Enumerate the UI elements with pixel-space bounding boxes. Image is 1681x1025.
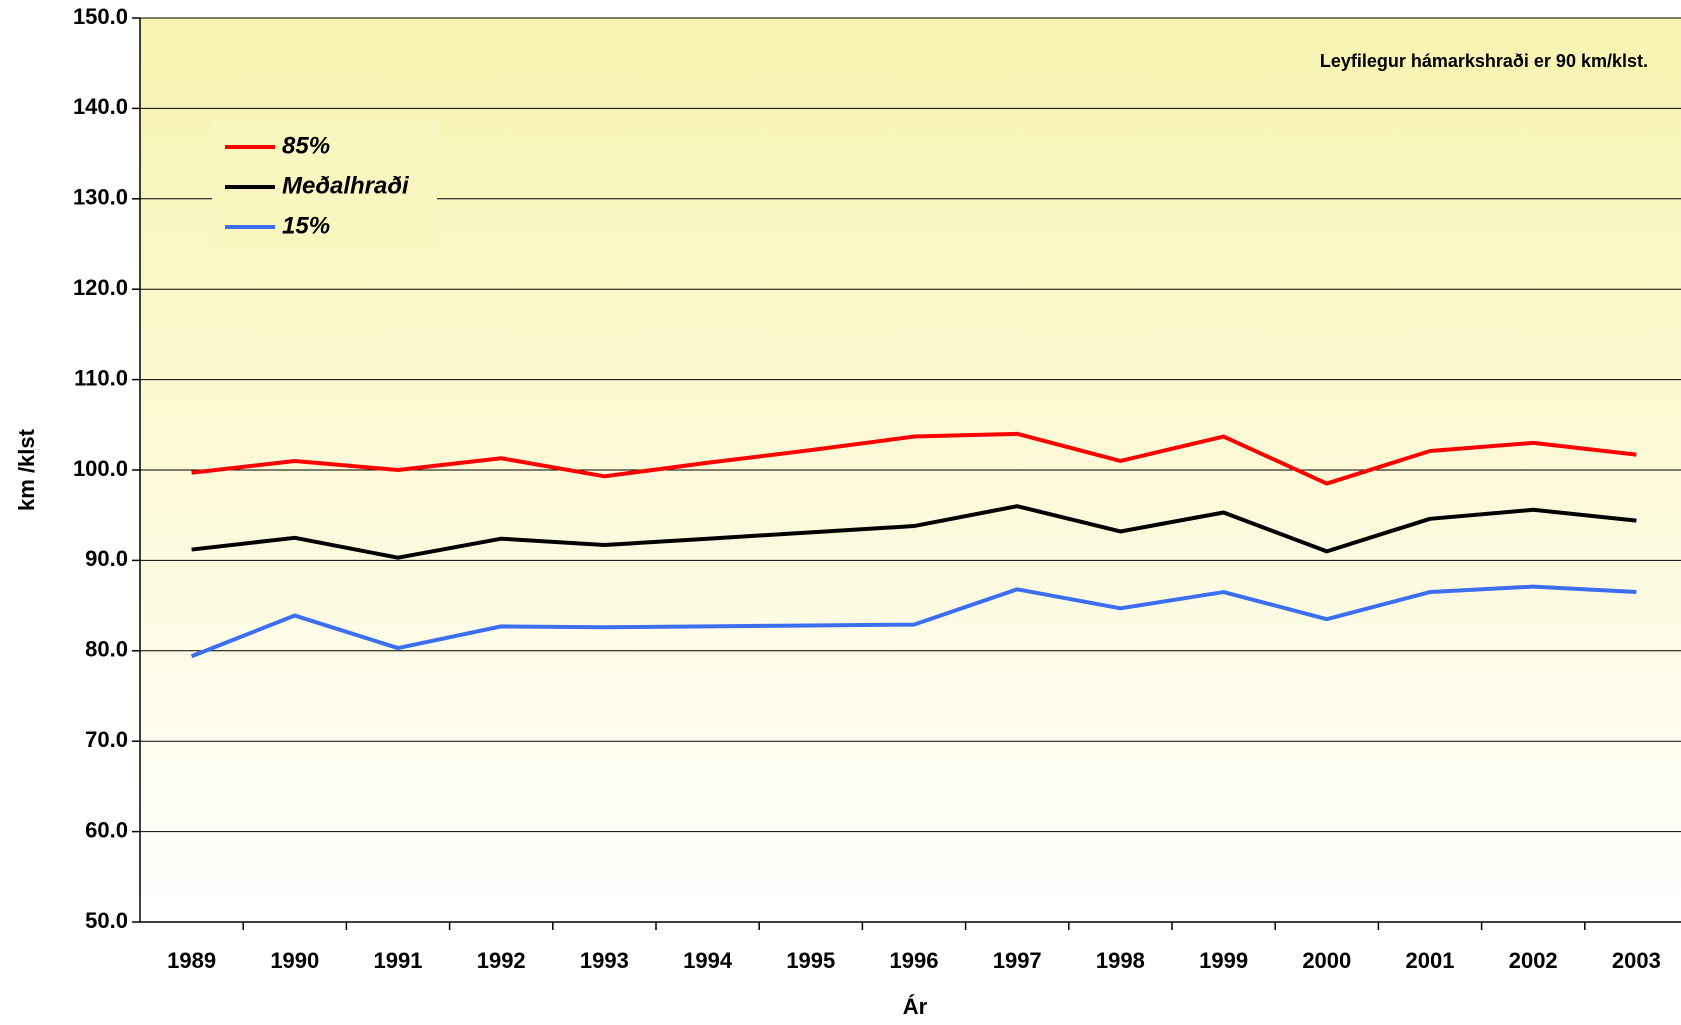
x-tick-label: 2002 [1509,948,1558,973]
y-axis-label: km /klst [14,428,39,511]
series-line [191,504,1637,560]
x-tick-label: 1990 [270,948,319,973]
x-tick-label: 1993 [580,948,629,973]
annotation: Leyfilegur hámarkshraði er 90 km/klst. [1320,51,1648,71]
x-tick-label: 1996 [890,948,939,973]
x-tick-label: 1994 [683,948,733,973]
y-tick-label: 60.0 [85,817,128,842]
y-tick-label: 50.0 [85,908,128,933]
x-tick-label: 2003 [1612,948,1661,973]
x-tick-label: 2000 [1302,948,1351,973]
x-tick-label: 1998 [1096,948,1145,973]
series-line [190,584,1637,659]
y-tick-label: 100.0 [73,456,128,481]
x-tick-label: 1991 [374,948,423,973]
y-tick-label: 130.0 [73,185,128,210]
series-line [191,431,1637,486]
x-tick-label: 1999 [1199,948,1248,973]
x-tick-label: 2001 [1406,948,1455,973]
x-tick-label: 1992 [477,948,526,973]
y-tick-label: 80.0 [85,637,128,662]
x-tick-label: 1995 [786,948,835,973]
legend-label: 85% [282,132,330,159]
y-tick-label: 90.0 [85,546,128,571]
legend-label: 15% [282,212,330,239]
y-tick-label: 70.0 [85,727,128,752]
x-tick-label: 1989 [167,948,216,973]
legend-label: Meðalhraði [282,172,410,199]
y-tick-label: 140.0 [73,94,128,119]
y-tick-label: 150.0 [73,4,128,29]
y-tick-label: 110.0 [74,365,128,390]
x-axis-label: Ár [903,994,928,1019]
y-tick-label: 120.0 [73,275,128,300]
x-tick-label: 1997 [993,948,1042,973]
